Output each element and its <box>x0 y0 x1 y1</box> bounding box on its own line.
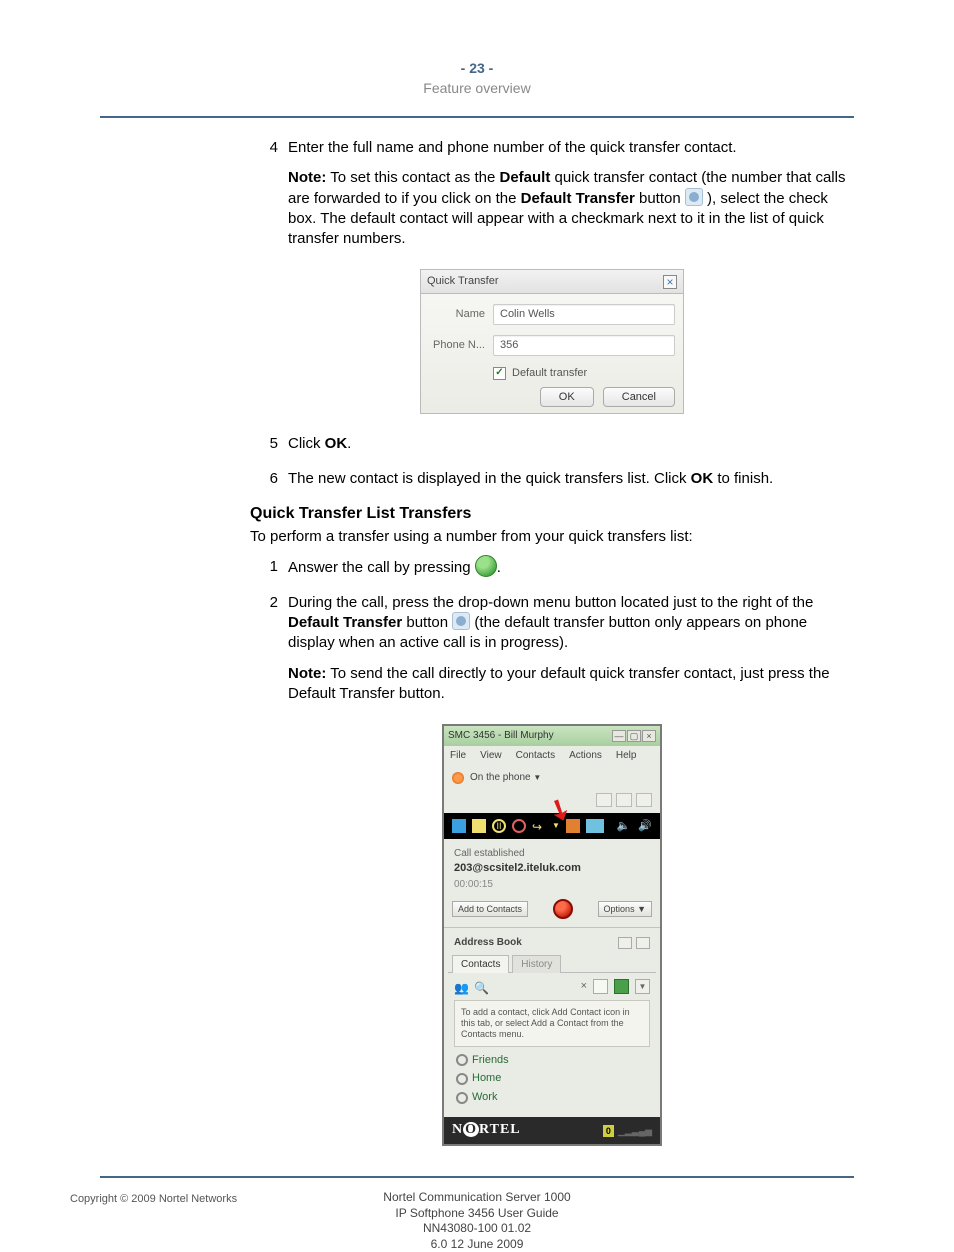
name-label: Name <box>429 307 485 322</box>
name-input[interactable]: Colin Wells <box>493 304 675 325</box>
presence-icon <box>452 772 464 784</box>
close-icon[interactable]: × <box>663 275 677 289</box>
group-home[interactable]: Home <box>454 1069 650 1088</box>
step-5-number: 5 <box>250 434 278 454</box>
options-button[interactable]: Options ▼ <box>598 901 652 917</box>
default-transfer-label: Default transfer <box>512 366 587 381</box>
filter-box-2[interactable] <box>614 979 629 994</box>
group-work[interactable]: Work <box>454 1088 650 1107</box>
step-2-number: 2 <box>250 593 278 704</box>
step-6-number: 6 <box>250 469 278 489</box>
signal-indicator: 0▁▂▃▄▅ <box>603 1125 652 1137</box>
step-2-text: During the call, press the drop-down men… <box>288 593 854 654</box>
cancel-button[interactable]: Cancel <box>603 387 675 408</box>
filter-box-1[interactable] <box>593 979 608 994</box>
conference-icon[interactable] <box>472 819 486 833</box>
section-intro: To perform a transfer using a number fro… <box>250 527 854 547</box>
menu-help[interactable]: Help <box>616 749 637 763</box>
quick-transfer-dialog: Quick Transfer × Name Colin Wells Phone … <box>420 269 684 414</box>
page-subtitle: Feature overview <box>0 80 954 96</box>
step-6-text: The new contact is displayed in the quic… <box>288 469 854 489</box>
step-5-text: Click OK. <box>288 434 854 454</box>
transfer-icon <box>685 188 703 206</box>
tray-icon-3[interactable] <box>636 793 652 807</box>
clear-icon[interactable]: × <box>581 979 587 994</box>
call-sip: 203@scsitel2.iteluk.com <box>454 861 650 876</box>
search-icon[interactable]: 🔍 <box>474 980 488 994</box>
ab-icon-2[interactable] <box>636 937 650 949</box>
collapse-icon <box>456 1092 468 1104</box>
dialog-title: Quick Transfer <box>427 274 499 289</box>
step-1-number: 1 <box>250 557 278 579</box>
softphone-window: SMC 3456 - Bill Murphy — ▢ × File View C… <box>442 724 662 1146</box>
call-status: Call established <box>454 847 650 861</box>
page-number: - 23 - <box>0 60 954 76</box>
menu-contacts[interactable]: Contacts <box>516 749 555 763</box>
menu-actions[interactable]: Actions <box>569 749 602 763</box>
close-icon[interactable]: × <box>642 730 656 742</box>
maximize-icon[interactable]: ▢ <box>627 730 641 742</box>
speaker-on-icon[interactable]: 🔊 <box>638 819 652 834</box>
tray-icon-1[interactable] <box>596 793 612 807</box>
copyright: Copyright © 2009 Nortel Networks <box>70 1193 237 1205</box>
call-timer: 00:00:15 <box>454 878 650 892</box>
footer-rule <box>100 1176 854 1178</box>
keypad-icon[interactable] <box>586 819 604 833</box>
presence-text[interactable]: On the phone ▼ <box>470 771 541 785</box>
header-rule <box>100 116 854 118</box>
phone-label: Phone N... <box>429 338 485 353</box>
collapse-icon <box>456 1054 468 1066</box>
menu-file[interactable]: File <box>450 749 466 763</box>
phone-input[interactable]: 356 <box>493 335 675 356</box>
brand-logo: NORTEL <box>452 1121 521 1140</box>
record-icon[interactable] <box>512 819 526 833</box>
minimize-icon[interactable]: — <box>612 730 626 742</box>
address-book-title: Address Book <box>454 936 522 950</box>
step-4-number: 4 <box>250 138 278 249</box>
tray-icon-2[interactable] <box>616 793 632 807</box>
video-icon[interactable] <box>452 819 466 833</box>
hangup-icon[interactable] <box>553 899 573 919</box>
step-4-text: Enter the full name and phone number of … <box>288 138 854 158</box>
window-title: SMC 3456 - Bill Murphy <box>448 729 554 743</box>
contacts-hint: To add a contact, click Add Contact icon… <box>454 1000 650 1046</box>
section-title: Quick Transfer List Transfers <box>250 503 854 525</box>
menubar: File View Contacts Actions Help <box>444 746 660 766</box>
tab-history[interactable]: History <box>512 955 561 974</box>
step-2-note: Note: To send the call directly to your … <box>288 664 854 705</box>
filter-dropdown-icon[interactable]: ▼ <box>635 979 650 994</box>
tab-contacts[interactable]: Contacts <box>452 955 509 974</box>
ok-button[interactable]: OK <box>540 387 594 408</box>
default-transfer-checkbox[interactable]: ✓ <box>493 367 506 380</box>
step-4-note: Note: To set this contact as the Default… <box>288 168 854 249</box>
ab-icon-1[interactable] <box>618 937 632 949</box>
tool-icon[interactable] <box>566 819 580 833</box>
hold-icon[interactable]: II <box>492 819 506 833</box>
add-contact-icon[interactable]: 👥 <box>454 980 468 994</box>
collapse-icon <box>456 1073 468 1085</box>
step-1-text: Answer the call by pressing . <box>288 557 854 579</box>
speaker-icon[interactable]: 🔈 <box>617 819 631 834</box>
transfer-icon <box>452 612 470 630</box>
add-to-contacts-button[interactable]: Add to Contacts <box>452 901 528 917</box>
group-friends[interactable]: Friends <box>454 1051 650 1070</box>
menu-view[interactable]: View <box>480 749 502 763</box>
answer-icon <box>475 555 497 577</box>
